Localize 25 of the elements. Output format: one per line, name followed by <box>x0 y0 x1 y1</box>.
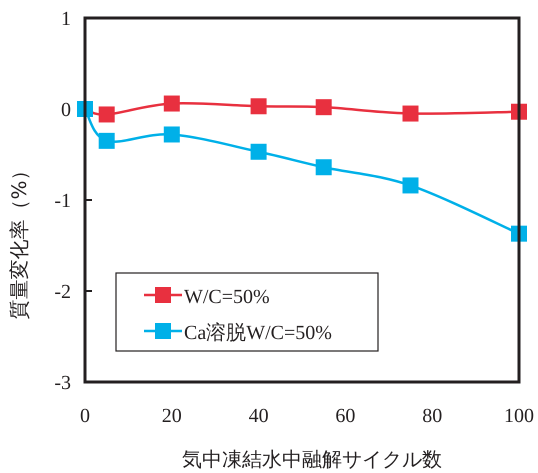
point <box>402 106 418 122</box>
x-tick-label: 20 <box>162 405 182 427</box>
point <box>164 96 180 112</box>
point <box>250 144 267 160</box>
x-axis-title: 気中凍結水中融解サイクル数 <box>182 447 442 471</box>
x-tick-label: 80 <box>422 405 442 427</box>
y-tick-label: -2 <box>54 281 71 303</box>
y-tick-label: -3 <box>54 372 71 394</box>
point <box>98 106 115 122</box>
y-tick-label: 0 <box>61 99 71 121</box>
x-tick-label: 60 <box>335 405 356 427</box>
point <box>250 98 267 114</box>
legend-label: Ca溶脱W/C=50% <box>184 322 332 344</box>
x-tick-label: 100 <box>504 405 534 427</box>
point <box>316 159 332 176</box>
point <box>98 132 115 149</box>
point <box>402 177 418 194</box>
x-tick-label: 40 <box>248 405 269 427</box>
point <box>316 99 332 116</box>
y-axis-title: 質量変化率（%） <box>7 160 31 320</box>
x-tick-label: 0 <box>80 405 90 427</box>
y-tick-label: 1 <box>61 8 71 30</box>
legend-label: W/C=50% <box>184 286 270 308</box>
point <box>164 126 180 142</box>
y-tick-label: -1 <box>54 190 71 212</box>
